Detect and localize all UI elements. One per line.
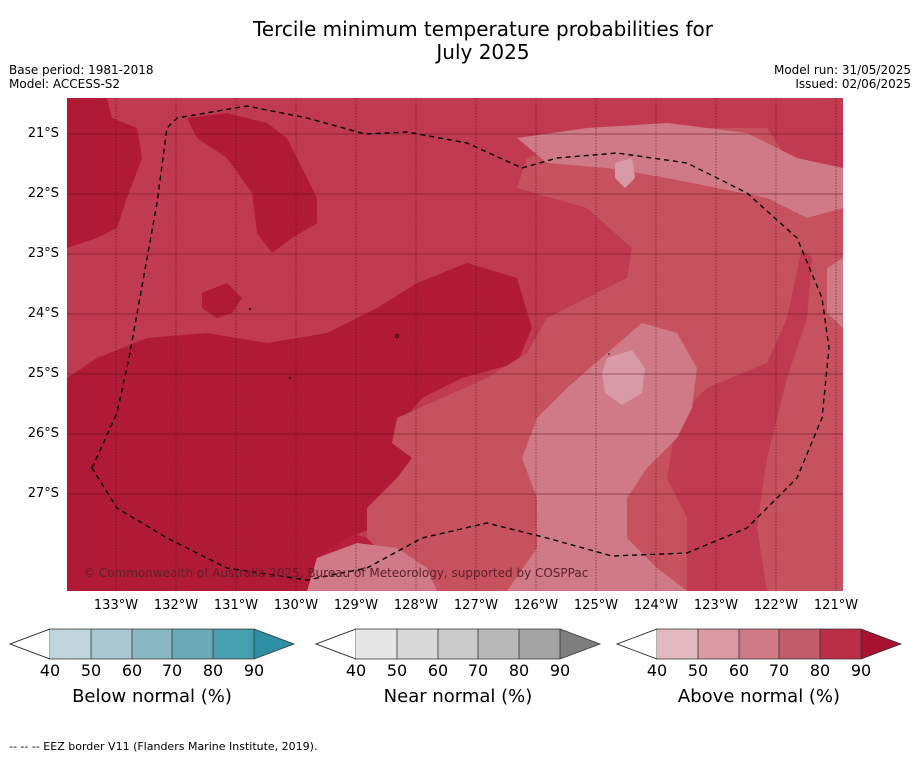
map-svg [67, 98, 843, 591]
below-normal-label: Below normal (%) [72, 686, 232, 707]
lat-label: 24°S [27, 306, 59, 321]
cb-tick: 80 [809, 661, 831, 680]
cb-tick: 90 [243, 661, 265, 680]
model-run: Model run: 31/05/2025 [773, 63, 911, 77]
lon-label: 121°W [813, 598, 859, 613]
cb-tick: 90 [850, 661, 872, 680]
copyright-notice: © Commonwealth of Australia 2025, Bureau… [83, 566, 589, 580]
cb-near-seg [438, 629, 478, 659]
cb-tick: 50 [687, 661, 709, 680]
lat-label: 27°S [27, 486, 59, 501]
cb-tick: 50 [80, 661, 102, 680]
lon-label: 124°W [633, 598, 679, 613]
base-period: Base period: 1981-2018 [9, 63, 154, 77]
lon-label: 131°W [213, 598, 259, 613]
cb-near-seg [397, 629, 438, 659]
island-1 [249, 308, 251, 310]
cb-tick: 70 [467, 661, 489, 680]
lon-label: 122°W [753, 598, 799, 613]
cb-tick: 90 [549, 661, 571, 680]
lon-label: 123°W [693, 598, 739, 613]
latitude-lines [67, 133, 843, 495]
cb-tick: 80 [508, 661, 530, 680]
meta-left: Base period: 1981-2018 Model: ACCESS-S2 [9, 63, 154, 91]
lon-label: 126°W [513, 598, 559, 613]
cb-tick: 60 [427, 661, 449, 680]
cb-below-arrow [254, 629, 294, 659]
cb-near-seg [519, 629, 560, 659]
title-line-1: Tercile minimum temperature probabilitie… [252, 17, 714, 41]
lon-label: 128°W [393, 598, 439, 613]
colorbar-below [8, 628, 296, 660]
near-normal-label: Near normal (%) [383, 686, 533, 707]
cb-tick: 40 [646, 661, 668, 680]
lat-label: 22°S [27, 186, 59, 201]
cb-tick: 40 [345, 661, 367, 680]
colorbars [8, 628, 903, 660]
lat-label: 23°S [27, 246, 59, 261]
cb-below-seg [213, 629, 254, 659]
contour-40-50-b [615, 158, 635, 188]
probability-map [67, 98, 843, 591]
model-name: Model: ACCESS-S2 [9, 77, 121, 91]
contour-50-60-center [507, 323, 697, 591]
cb-above-seg [739, 629, 779, 659]
contour-40-50-a [602, 350, 645, 405]
lon-label: 130°W [273, 598, 319, 613]
cb-near-seg [356, 629, 397, 659]
cb-tick: 40 [39, 661, 61, 680]
issued-date: Issued: 02/06/2025 [795, 77, 911, 91]
cb-above-arrow [861, 629, 901, 659]
contour-80-90-north [187, 113, 317, 253]
lon-label: 132°W [153, 598, 199, 613]
eez-border [91, 105, 830, 581]
cb-below-seg [132, 629, 172, 659]
lon-label: 127°W [453, 598, 499, 613]
cb-tick: 60 [121, 661, 143, 680]
cb-tick: 50 [386, 661, 408, 680]
cb-below-seg [50, 629, 91, 659]
island-3 [289, 377, 291, 379]
cb-above-seg [820, 629, 861, 659]
contour-60-70-center [367, 128, 802, 591]
cb-above-seg [779, 629, 820, 659]
cb-near-seg [478, 629, 519, 659]
map-title: Tercile minimum temperature probabilitie… [0, 18, 919, 64]
cb-tick: 70 [161, 661, 183, 680]
cb-tick: 70 [768, 661, 790, 680]
contour-80-90-small [202, 283, 242, 318]
lon-label: 133°W [93, 598, 139, 613]
cb-above-seg [698, 629, 739, 659]
island-2 [395, 334, 399, 338]
above-normal-label: Above normal (%) [677, 686, 841, 707]
cb-near-arrow [560, 629, 600, 659]
cb-below-seg [172, 629, 213, 659]
lon-label: 129°W [333, 598, 379, 613]
title-line-2: July 2025 [436, 40, 530, 64]
cb-tick: 60 [728, 661, 750, 680]
eez-legend-note: -- -- -- EEZ border V11 (Flanders Marine… [9, 740, 318, 753]
lon-label: 125°W [573, 598, 619, 613]
cb-above-seg [657, 629, 698, 659]
colorbar-above [615, 628, 903, 660]
colorbar-near [314, 628, 602, 660]
cb-below-seg [91, 629, 132, 659]
meta-right: Model run: 31/05/2025 Issued: 02/06/2025 [774, 63, 911, 91]
contour-60-70-east [757, 208, 843, 591]
lat-label: 26°S [27, 426, 59, 441]
cb-tick: 80 [202, 661, 224, 680]
contour-50-60-sw [307, 543, 437, 591]
contour-80-90-nw [67, 98, 142, 248]
lat-label: 21°S [27, 126, 59, 141]
contour-50-60-east [827, 258, 843, 328]
lat-label: 25°S [27, 366, 59, 381]
island-4 [608, 353, 610, 355]
graticule [115, 98, 837, 591]
